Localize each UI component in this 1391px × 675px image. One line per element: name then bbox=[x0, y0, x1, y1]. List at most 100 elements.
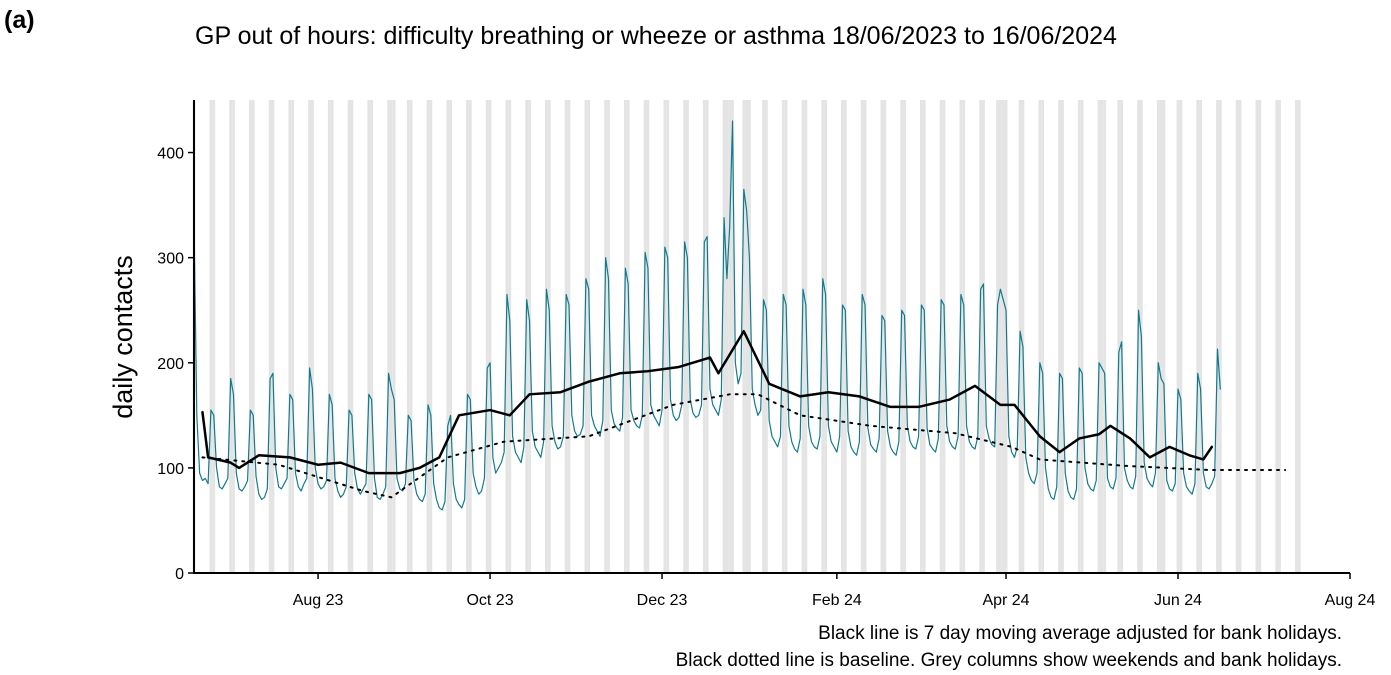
shade-column bbox=[922, 100, 926, 573]
shade-column bbox=[392, 100, 396, 573]
series-line bbox=[193, 120, 1221, 511]
shade-column bbox=[327, 100, 331, 573]
shade-column bbox=[468, 100, 472, 573]
shade-column bbox=[389, 100, 393, 573]
shade-column bbox=[731, 100, 734, 573]
shade-column bbox=[587, 100, 591, 573]
shade-column bbox=[863, 100, 867, 573]
shade-column bbox=[784, 100, 788, 573]
y-tick-label: 100 bbox=[157, 461, 184, 478]
shade-column bbox=[843, 100, 847, 573]
shade-column bbox=[370, 100, 374, 573]
shade-column bbox=[1255, 100, 1259, 573]
shade-column bbox=[860, 100, 864, 573]
shade-column bbox=[1058, 100, 1061, 573]
shade-column bbox=[742, 100, 746, 573]
shade-column bbox=[429, 100, 433, 573]
y-tick-label: 400 bbox=[157, 146, 184, 163]
shade-column bbox=[547, 100, 551, 573]
series-line bbox=[201, 329, 1214, 475]
shade-column bbox=[725, 100, 729, 573]
x-tick-label: Jun 24 bbox=[1154, 592, 1202, 609]
shade-column bbox=[748, 100, 751, 573]
shade-column bbox=[288, 100, 292, 573]
panel-label: (a) bbox=[4, 6, 35, 34]
shade-column bbox=[686, 100, 689, 573]
shade-column bbox=[1295, 100, 1298, 573]
shade-column bbox=[449, 100, 452, 573]
y-tick-label: 300 bbox=[157, 251, 184, 268]
shade-column bbox=[350, 100, 354, 573]
shade-column bbox=[1156, 100, 1160, 573]
shade-column bbox=[824, 100, 827, 573]
shade-column bbox=[920, 100, 923, 573]
shade-column bbox=[702, 100, 706, 573]
shade-column bbox=[722, 100, 726, 573]
shade-column bbox=[841, 100, 844, 573]
shade-column bbox=[962, 100, 966, 573]
shade-column bbox=[623, 100, 627, 573]
shade-column bbox=[446, 100, 450, 573]
shade-column bbox=[646, 100, 650, 573]
shade-column bbox=[308, 100, 312, 573]
x-tick-label: Oct 23 bbox=[466, 592, 513, 609]
shade-column bbox=[466, 100, 469, 573]
shade-column bbox=[505, 100, 509, 573]
shade-column bbox=[1159, 100, 1163, 573]
x-tick-label: Aug 23 bbox=[293, 592, 344, 609]
shade-column bbox=[821, 100, 825, 573]
shade-column bbox=[209, 100, 213, 573]
shade-column bbox=[330, 100, 334, 573]
note: Black dotted line is baseline. Grey colu… bbox=[675, 650, 1342, 671]
shade-column bbox=[311, 100, 314, 573]
shade-column bbox=[1176, 100, 1180, 573]
shade-column bbox=[229, 100, 233, 573]
shade-column bbox=[939, 100, 943, 573]
shade-column bbox=[643, 100, 647, 573]
shade-column bbox=[1218, 100, 1222, 573]
shade-column bbox=[1097, 100, 1101, 573]
x-tick-label: Aug 24 bbox=[1325, 592, 1376, 609]
shade-column bbox=[1077, 100, 1081, 573]
chart-title: GP out of hours: difficulty breathing or… bbox=[195, 22, 1117, 50]
shade-column bbox=[488, 100, 492, 573]
shade-column bbox=[1297, 100, 1301, 573]
shade-column bbox=[781, 100, 785, 573]
shade-column bbox=[1120, 100, 1124, 573]
shade-column bbox=[271, 100, 275, 573]
y-axis-label: daily contacts bbox=[108, 255, 138, 419]
shade-column bbox=[764, 100, 768, 573]
shade-column bbox=[996, 100, 999, 573]
shade-column bbox=[762, 100, 765, 573]
shade-column bbox=[982, 100, 985, 573]
shade-column bbox=[942, 100, 946, 573]
shade-column bbox=[251, 100, 255, 573]
shade-column bbox=[406, 100, 410, 573]
shade-column bbox=[268, 100, 272, 573]
shade-column bbox=[1278, 100, 1281, 573]
shade-column bbox=[1061, 100, 1064, 573]
shade-column bbox=[347, 100, 351, 573]
shade-column bbox=[1258, 100, 1262, 573]
shade-column bbox=[604, 100, 608, 573]
shade-column bbox=[801, 100, 805, 573]
shade-column bbox=[545, 100, 548, 573]
shade-column bbox=[626, 100, 630, 573]
shade-column bbox=[1038, 100, 1042, 573]
shade-column bbox=[1041, 100, 1045, 573]
shade-column bbox=[426, 100, 430, 573]
shade-column bbox=[607, 100, 610, 573]
shade-column bbox=[1080, 100, 1084, 573]
shade-column bbox=[1162, 100, 1166, 573]
series-line bbox=[201, 393, 1287, 499]
shade-column bbox=[1001, 100, 1005, 573]
x-tick-label: Dec 23 bbox=[637, 592, 688, 609]
shade-column bbox=[584, 100, 588, 573]
shade-column bbox=[1196, 100, 1200, 573]
shade-column bbox=[666, 100, 670, 573]
x-tick-label: Feb 24 bbox=[812, 592, 862, 609]
shade-column bbox=[1103, 100, 1107, 573]
shade-column bbox=[1179, 100, 1183, 573]
shade-column bbox=[248, 100, 252, 573]
